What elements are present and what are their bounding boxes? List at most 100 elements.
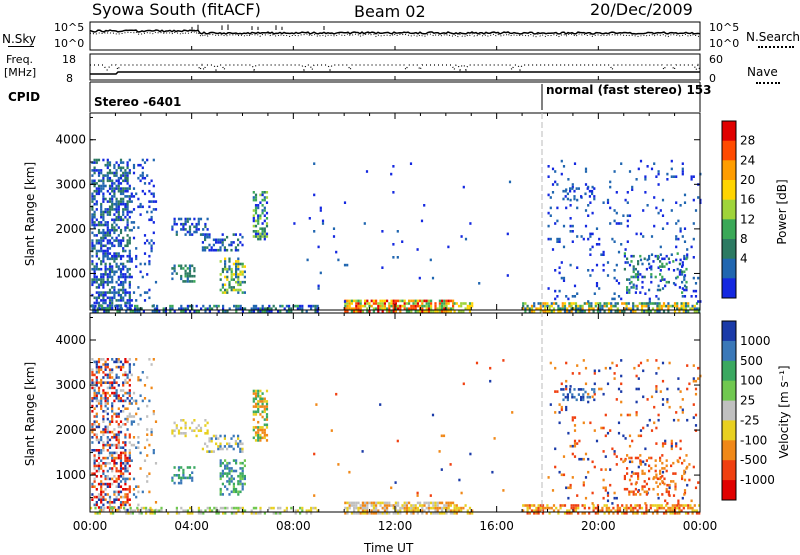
range-gate-cell — [654, 509, 657, 512]
range-gate-cell — [132, 443, 136, 447]
range-gate-cell — [645, 490, 648, 494]
range-gate-cell — [102, 397, 105, 400]
range-gate-cell — [116, 304, 119, 308]
range-gate-cell — [617, 421, 621, 425]
range-gate-cell — [632, 506, 635, 510]
range-gate-cell — [108, 205, 112, 209]
range-gate-cell — [355, 504, 358, 507]
range-gate-cell — [386, 512, 389, 515]
range-gate-cell — [104, 197, 107, 201]
range-gate-cell — [208, 235, 211, 239]
range-gate-cell — [129, 512, 132, 515]
range-gate-cell — [556, 219, 559, 223]
range-gate-cell — [420, 219, 424, 223]
range-gate-cell — [664, 284, 667, 288]
range-gate-cell — [471, 304, 474, 308]
range-gate-cell — [243, 270, 246, 274]
range-gate-cell — [684, 504, 688, 507]
range-gate-cell — [250, 310, 253, 313]
range-gate-cell — [606, 499, 610, 503]
range-gate-cell — [126, 171, 129, 175]
range-gate-cell — [673, 504, 677, 507]
range-gate-cell — [115, 358, 118, 361]
range-gate-cell — [566, 398, 569, 402]
range-gate-cell — [128, 286, 131, 289]
range-gate-cell — [239, 283, 242, 287]
range-gate-cell — [180, 481, 183, 485]
range-gate-cell — [106, 249, 109, 253]
range-gate-cell — [108, 184, 112, 188]
range-gate-cell — [108, 171, 112, 175]
range-gate-cell — [677, 377, 680, 380]
range-gate-cell — [154, 200, 158, 203]
range-gate-cell — [290, 307, 293, 310]
range-gate-cell — [692, 198, 695, 202]
range-gate-cell — [104, 456, 107, 460]
range-gate-cell — [106, 506, 109, 509]
range-gate-cell — [650, 395, 654, 399]
range-gate-cell — [182, 307, 185, 310]
range-gate-cell — [453, 512, 456, 515]
x-tick-label: 16:00 — [479, 519, 514, 533]
range-gate-cell — [584, 170, 588, 173]
range-gate-cell — [115, 169, 118, 172]
range-gate-cell — [124, 371, 127, 374]
range-gate-cell — [188, 269, 192, 273]
range-gate-cell — [119, 480, 123, 483]
range-gate-cell — [643, 480, 646, 483]
range-gate-cell — [650, 275, 653, 279]
range-gate-cell — [265, 232, 269, 236]
range-gate-cell — [104, 299, 107, 302]
range-gate-cell — [104, 244, 107, 248]
range-gate-cell — [184, 264, 187, 268]
range-gate-cell — [528, 512, 531, 515]
range-gate-cell — [126, 267, 129, 271]
range-gate-cell — [576, 266, 579, 269]
range-gate-cell — [150, 244, 153, 248]
range-gate-cell — [671, 304, 674, 308]
range-gate-cell — [637, 472, 640, 475]
range-gate-cell — [265, 191, 269, 194]
range-gate-cell — [91, 425, 94, 429]
range-gate-cell — [630, 275, 633, 279]
range-gate-cell — [126, 391, 129, 395]
range-gate-cell — [124, 215, 127, 219]
range-gate-cell — [150, 428, 153, 431]
range-gate-cell — [632, 302, 635, 305]
range-gate-cell — [139, 451, 142, 455]
range-gate-cell — [379, 304, 382, 308]
range-gate-cell — [547, 224, 550, 228]
range-gate-cell — [143, 291, 147, 294]
range-gate-cell — [106, 241, 109, 245]
range-gate-cell — [259, 405, 262, 408]
range-gate-cell — [100, 378, 103, 382]
range-gate-cell — [237, 273, 240, 276]
range-gate-cell — [602, 269, 605, 272]
range-gate-cell — [191, 222, 194, 226]
range-gate-cell — [570, 307, 573, 310]
range-gate-cell — [581, 512, 584, 515]
range-gate-cell — [239, 442, 242, 446]
range-gate-cell — [655, 476, 658, 479]
colorbar-segment — [722, 460, 736, 481]
range-gate-cell — [111, 508, 114, 512]
range-gate-cell — [204, 246, 207, 249]
range-gate-cell — [558, 266, 561, 269]
range-gate-cell — [124, 449, 127, 452]
range-gate-cell — [132, 221, 136, 224]
range-gate-cell — [588, 512, 591, 515]
range-gate-cell — [138, 310, 141, 313]
range-gate-cell — [581, 304, 584, 308]
range-gate-cell — [541, 310, 545, 313]
range-gate-cell — [102, 381, 105, 384]
range-gate-cell — [148, 443, 151, 447]
range-gate-cell — [124, 459, 127, 462]
range-gate-cell — [680, 509, 683, 512]
range-gate-cell — [97, 296, 101, 300]
range-gate-cell — [230, 445, 233, 448]
range-gate-cell — [215, 512, 218, 515]
range-gate-cell — [106, 373, 109, 377]
colorbar-segment — [722, 400, 736, 421]
range-gate-cell — [113, 498, 116, 501]
range-gate-cell — [392, 243, 395, 246]
